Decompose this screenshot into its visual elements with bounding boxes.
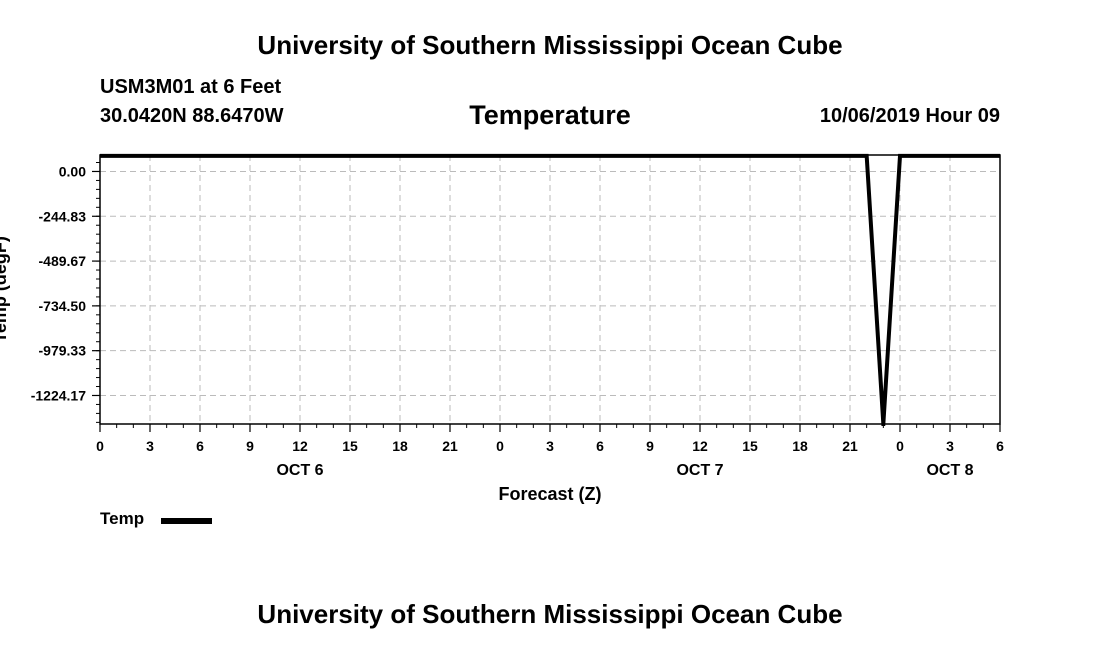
chart-title-top: University of Southern Mississippi Ocean…: [257, 30, 843, 60]
x-tick-label: 9: [246, 438, 254, 454]
x-tick-label: 15: [742, 438, 758, 454]
x-day-label: OCT 6: [276, 462, 323, 479]
timestamp-label: 10/06/2019 Hour 09: [819, 105, 1000, 127]
chart-title-bottom: University of Southern Mississippi Ocean…: [257, 599, 843, 629]
y-tick-label: -489.67: [39, 253, 87, 269]
x-tick-label: 18: [392, 438, 408, 454]
legend-swatch: [161, 518, 212, 524]
x-tick-label: 3: [946, 438, 954, 454]
station-label: USM3M01 at 6 Feet: [100, 76, 282, 98]
y-tick-label: -1224.17: [31, 387, 86, 403]
x-tick-label: 21: [842, 438, 858, 454]
series-line-temp: [100, 153, 1000, 426]
y-tick-label: 0.00: [59, 163, 86, 179]
x-day-label: OCT 7: [676, 462, 723, 479]
x-tick-label: 6: [996, 438, 1004, 454]
x-tick-label: 0: [896, 438, 904, 454]
y-tick-label: -979.33: [39, 343, 87, 359]
y-tick-label: -244.83: [39, 208, 87, 224]
x-tick-label: 6: [196, 438, 204, 454]
coordinates-label: 30.0420N 88.6470W: [100, 105, 284, 127]
x-tick-label: 3: [546, 438, 554, 454]
x-tick-label: 15: [342, 438, 358, 454]
x-tick-label: 6: [596, 438, 604, 454]
x-tick-label: 0: [496, 438, 504, 454]
x-tick-label: 12: [292, 438, 308, 454]
y-tick-label: -734.50: [39, 298, 87, 314]
x-tick-label: 9: [646, 438, 654, 454]
x-axis-title: Forecast (Z): [498, 484, 601, 504]
x-tick-label: 0: [96, 438, 104, 454]
x-tick-label: 21: [442, 438, 458, 454]
x-tick-label: 3: [146, 438, 154, 454]
x-day-label: OCT 8: [926, 462, 973, 479]
y-axis-title: Temp (degF): [0, 236, 10, 343]
legend-label: Temp: [100, 509, 145, 528]
x-tick-label: 18: [792, 438, 808, 454]
x-tick-label: 12: [692, 438, 708, 454]
variable-title: Temperature: [469, 100, 631, 130]
